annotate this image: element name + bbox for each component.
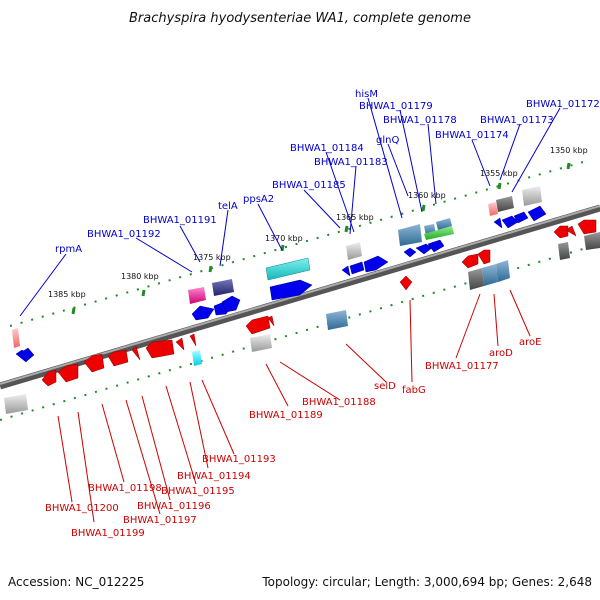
label-BHWA1_01173: BHWA1_01173 [480, 115, 554, 126]
reverse-leaders [57, 289, 531, 523]
gene-box-steel-3 [436, 218, 452, 230]
gene-box-steel-4 [326, 310, 348, 330]
label-BHWA1_01174: BHWA1_01174 [435, 130, 509, 141]
gene-box-navy [212, 279, 234, 296]
label-rpmA: rpmA [55, 244, 82, 255]
major-ticks [71, 162, 571, 315]
gene-box-green [424, 226, 454, 240]
label-BHWA1_01172: BHWA1_01172 [526, 99, 600, 110]
label-BHWA1_01178: BHWA1_01178 [383, 115, 457, 126]
label-aroD: aroD [489, 348, 513, 359]
gene-box-aqua [192, 350, 202, 366]
gene-box-steel-5 [482, 264, 498, 286]
label-BHWA1_01177: BHWA1_01177 [425, 361, 499, 372]
tick-1380: 1380 kbp [121, 272, 159, 281]
genome-summary-text: Topology: circular; Length: 3,000,694 bp… [261, 575, 592, 589]
tick-1355: 1355 kbp [480, 169, 518, 178]
gene-box-pink-2 [12, 328, 20, 348]
tick-1365: 1365 kbp [336, 213, 374, 222]
gene-box-dark-2 [468, 268, 484, 290]
gene-box-grey-4 [250, 334, 272, 352]
label-aroE: aroE [519, 337, 541, 348]
gene-box-grey-1 [346, 242, 362, 260]
tick-1375: 1375 kbp [193, 253, 231, 262]
label-fabG: fabG [402, 385, 426, 396]
tick-1360: 1360 kbp [408, 191, 446, 200]
label-glnQ: glnQ [376, 135, 399, 146]
label-telA: telA [218, 201, 238, 212]
label-BHWA1_01192: BHWA1_01192 [87, 229, 161, 240]
label-BHWA1_01189: BHWA1_01189 [249, 410, 323, 421]
gene-box-magenta [188, 287, 206, 304]
label-BHWA1_01195: BHWA1_01195 [161, 486, 235, 497]
gene-box-steel-1 [398, 224, 422, 246]
gene-box-steel-6 [496, 260, 510, 282]
label-BHWA1_01200: BHWA1_01200 [45, 503, 119, 514]
gene-box-pink [488, 202, 498, 216]
forward-leaders [19, 97, 561, 317]
label-BHWA1_01199: BHWA1_01199 [71, 528, 145, 539]
label-hisM: hisM [355, 89, 378, 100]
map-title: Brachyspira hyodysenteriae WA1, complete… [129, 11, 471, 26]
tick-1350: 1350 kbp [550, 146, 588, 155]
label-BHWA1_01194: BHWA1_01194 [177, 471, 251, 482]
label-BHWA1_01191: BHWA1_01191 [143, 215, 217, 226]
label-BHWA1_01184: BHWA1_01184 [290, 143, 364, 154]
label-BHWA1_01188: BHWA1_01188 [302, 397, 376, 408]
forward-track [9, 159, 591, 327]
label-selD: selD [374, 381, 396, 392]
tick-1370: 1370 kbp [265, 234, 303, 243]
label-BHWA1_01193: BHWA1_01193 [202, 454, 276, 465]
gene-box-dark [496, 196, 514, 212]
label-BHWA1_01179: BHWA1_01179 [359, 101, 433, 112]
label-ppsA2: ppsA2 [243, 194, 274, 205]
reverse-genes [41, 219, 597, 387]
label-BHWA1_01185: BHWA1_01185 [272, 180, 346, 191]
gene-box-dark-3 [558, 242, 570, 260]
gene-box-grey-2 [522, 186, 542, 206]
label-BHWA1_01198: BHWA1_01198 [88, 483, 162, 494]
accession-text: Accession: NC_012225 [8, 575, 144, 589]
label-BHWA1_01196: BHWA1_01196 [137, 501, 211, 512]
label-BHWA1_01183: BHWA1_01183 [314, 157, 388, 168]
gene-box-grey-3 [4, 394, 28, 414]
gene-box-dark-4 [584, 232, 600, 250]
forward-genes [15, 205, 547, 363]
gene-box-cyan [265, 257, 311, 281]
label-BHWA1_01197: BHWA1_01197 [123, 515, 197, 526]
tick-1385: 1385 kbp [48, 290, 86, 299]
